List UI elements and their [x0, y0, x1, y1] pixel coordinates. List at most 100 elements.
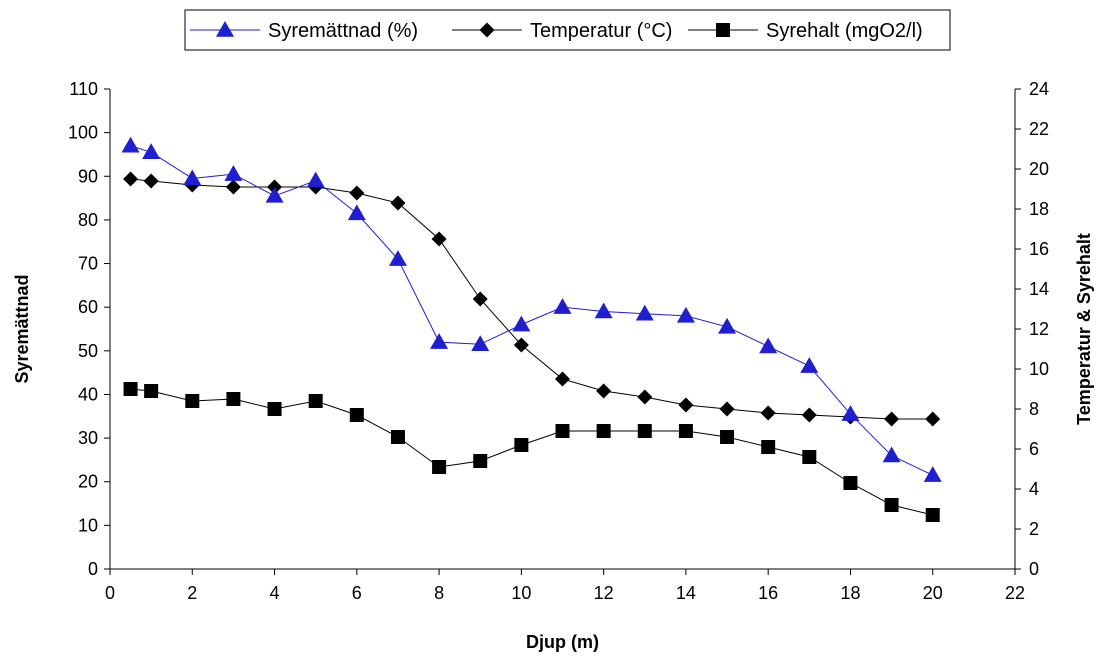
triangle-marker: [923, 466, 942, 482]
square-marker: [802, 450, 817, 464]
diamond-marker: [479, 22, 495, 38]
diamond-marker: [431, 231, 447, 247]
x-tick-label: 22: [1005, 583, 1025, 603]
y-axis-title: Syremättnad: [12, 274, 32, 383]
series-layer: [121, 136, 942, 522]
triangle-marker: [718, 317, 737, 334]
y2-tick-label: 14: [1029, 279, 1049, 299]
legend: Syremättnad (%) Temperatur (°C) Syrehalt (…: [184, 9, 951, 51]
square-marker: [226, 392, 241, 406]
triangle-marker: [635, 304, 654, 321]
y2-tick-label: 6: [1029, 439, 1039, 459]
y-tick-label: 100: [68, 123, 98, 143]
series-triangle: [121, 136, 942, 482]
diamond-marker: [596, 383, 612, 399]
y-tick-label: 60: [78, 297, 98, 317]
square-marker: [555, 424, 570, 438]
triangle-marker: [265, 186, 284, 203]
square-marker: [473, 454, 488, 468]
triangle-marker: [430, 333, 449, 349]
y2-tick-label: 12: [1029, 319, 1049, 339]
diamond-marker: [678, 397, 694, 413]
x-tick-label: 16: [758, 583, 778, 603]
triangle-marker: [800, 357, 819, 373]
y2-tick-label: 20: [1029, 159, 1049, 179]
triangle-marker: [841, 405, 860, 421]
y2-axis-title: Temperatur & Syrehalt: [1074, 233, 1094, 425]
diamond-marker: [801, 407, 817, 423]
square-marker: [308, 394, 323, 408]
square-marker: [884, 498, 899, 512]
series-line: [130, 145, 933, 476]
square-marker: [349, 408, 364, 422]
x-tick-label: 14: [676, 583, 696, 603]
series-diamond: [123, 171, 941, 427]
legend-box: [184, 9, 951, 51]
triangle-marker: [306, 171, 325, 188]
diamond-marker: [472, 291, 488, 307]
square-marker: [716, 23, 730, 37]
x-tick-label: 20: [923, 583, 943, 603]
axes: 0 2 4 6 8 10 12 14 16 18 20 22010203040506070809010…: [68, 79, 1049, 603]
y-tick-label: 20: [78, 472, 98, 492]
square-marker: [761, 440, 776, 454]
y2-tick-label: 22: [1029, 119, 1049, 139]
legend-label: Syrehalt (mgO2/l): [766, 20, 923, 42]
square-marker: [432, 460, 447, 474]
diamond-marker: [884, 411, 900, 427]
y2-tick-label: 16: [1029, 239, 1049, 259]
legend-label: Temperatur (°C): [530, 20, 672, 42]
square-marker: [144, 384, 159, 398]
diamond-marker: [349, 185, 365, 201]
x-tick-label: 10: [511, 583, 531, 603]
triangle-marker: [183, 169, 202, 186]
square-marker: [678, 424, 693, 438]
series-line: [130, 178, 933, 420]
diamond-marker: [513, 337, 529, 353]
diamond-marker: [225, 179, 241, 195]
diamond-marker: [925, 411, 941, 427]
diamond-marker: [143, 173, 159, 189]
diamond-marker: [719, 401, 735, 417]
triangle-marker: [594, 302, 613, 319]
triangle-marker: [216, 21, 234, 37]
square-marker: [843, 476, 858, 490]
triangle-marker: [388, 250, 407, 266]
diamond-marker: [637, 389, 653, 405]
y2-tick-label: 4: [1029, 479, 1039, 499]
y-tick-label: 110: [69, 79, 98, 99]
y2-tick-label: 10: [1029, 359, 1049, 379]
y2-tick-label: 8: [1029, 399, 1039, 419]
y-tick-label: 50: [78, 341, 98, 361]
triangle-marker: [142, 143, 161, 160]
triangle-marker: [676, 306, 695, 323]
y-tick-label: 70: [78, 254, 98, 274]
x-tick-label: 18: [840, 583, 860, 603]
x-axis-title: Djup (m): [526, 632, 599, 652]
y-tick-label: 0: [88, 559, 98, 579]
square-marker: [390, 430, 405, 444]
square-marker: [720, 430, 735, 444]
triangle-marker: [121, 136, 140, 153]
triangle-marker: [512, 315, 531, 332]
y2-tick-label: 2: [1029, 519, 1039, 539]
x-tick-label: 2: [187, 583, 197, 603]
x-tick-label: 4: [270, 583, 280, 603]
series-square: [123, 382, 940, 522]
y-tick-label: 90: [78, 166, 98, 186]
triangle-marker: [471, 335, 490, 352]
square-marker: [267, 402, 282, 416]
triangle-marker: [882, 446, 901, 463]
y2-tick-label: 24: [1029, 79, 1049, 99]
square-marker: [514, 438, 529, 452]
x-tick-label: 0: [105, 583, 115, 603]
triangle-marker: [347, 204, 366, 221]
y2-tick-label: 0: [1029, 559, 1039, 579]
square-marker: [596, 424, 611, 438]
square-marker: [185, 394, 200, 408]
diamond-marker: [123, 171, 139, 187]
x-tick-label: 6: [352, 583, 362, 603]
diamond-marker: [760, 405, 776, 421]
diamond-marker: [555, 371, 570, 387]
